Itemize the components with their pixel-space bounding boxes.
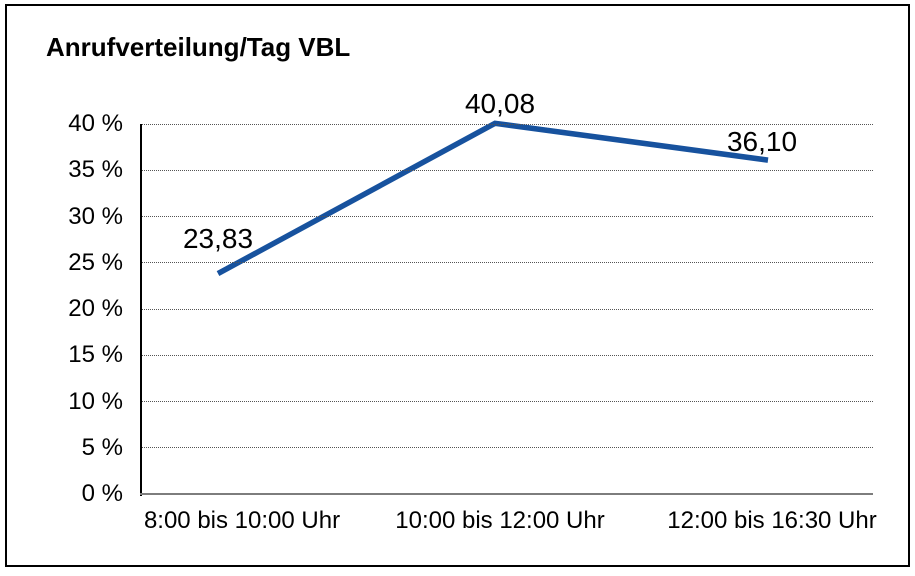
y-tick-label: 35 % (68, 156, 123, 184)
data-point-label: 40,08 (464, 88, 536, 120)
y-tick-label: 20 % (68, 295, 123, 322)
data-point-label: 36,10 (726, 126, 798, 158)
chart-border-frame (5, 4, 910, 567)
y-gridline (141, 216, 873, 217)
y-tick-label: 40 % (68, 110, 123, 137)
chart-title: Anrufverteilung/Tag VBL (46, 32, 351, 62)
y-tick-label: 5 % (81, 433, 123, 461)
y-tick-label: 15 % (68, 341, 123, 369)
y-tick-label: 30 % (68, 202, 123, 230)
y-tick-label: 25 % (68, 248, 123, 276)
y-gridline (141, 169, 873, 171)
y-gridline (141, 401, 873, 402)
x-tick-label: 8:00 bis 10:00 Uhr (143, 507, 341, 534)
data-point-label: 23,83 (182, 222, 254, 254)
y-gridline (141, 308, 873, 310)
y-gridline (141, 447, 873, 449)
y-tick-label: 0 % (81, 480, 123, 507)
x-axis-baseline (140, 493, 873, 495)
y-tick-label: 10 % (68, 387, 123, 415)
x-tick-label: 10:00 bis 12:00 Uhr (395, 507, 605, 534)
y-axis-line (140, 124, 142, 496)
y-gridline (141, 123, 873, 125)
x-tick-label: 12:00 bis 16:30 Uhr (667, 507, 877, 534)
y-gridline (141, 354, 873, 356)
y-gridline (141, 262, 873, 264)
